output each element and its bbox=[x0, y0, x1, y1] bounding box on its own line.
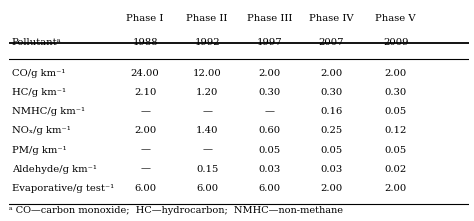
Text: 0.15: 0.15 bbox=[196, 165, 219, 174]
Text: 0.16: 0.16 bbox=[320, 107, 342, 116]
Text: HC/g km⁻¹: HC/g km⁻¹ bbox=[12, 88, 66, 97]
Text: 0.60: 0.60 bbox=[258, 126, 280, 135]
Text: 0.03: 0.03 bbox=[258, 165, 281, 174]
Text: 2.00: 2.00 bbox=[134, 126, 156, 135]
Text: 0.25: 0.25 bbox=[320, 126, 342, 135]
Text: 1.40: 1.40 bbox=[196, 126, 219, 135]
Text: 2.00: 2.00 bbox=[384, 69, 407, 78]
Text: 2007: 2007 bbox=[319, 38, 344, 47]
Text: 2.00: 2.00 bbox=[320, 69, 342, 78]
Text: 1992: 1992 bbox=[194, 38, 220, 47]
Text: 0.30: 0.30 bbox=[384, 88, 407, 97]
Text: Phase IV: Phase IV bbox=[309, 14, 354, 23]
Text: 0.30: 0.30 bbox=[320, 88, 342, 97]
Text: 2009: 2009 bbox=[383, 38, 409, 47]
Text: 6.00: 6.00 bbox=[196, 184, 218, 193]
Text: 2.00: 2.00 bbox=[384, 184, 407, 193]
Text: ᵃ CO—carbon monoxide;  HC—hydrocarbon;  NMHC—non-methane: ᵃ CO—carbon monoxide; HC—hydrocarbon; NM… bbox=[9, 206, 344, 215]
Text: —: — bbox=[140, 165, 150, 174]
Text: CO/g km⁻¹: CO/g km⁻¹ bbox=[12, 69, 65, 78]
Text: Pollutantᵃ: Pollutantᵃ bbox=[12, 38, 61, 47]
Text: Phase I: Phase I bbox=[127, 14, 164, 23]
Text: —: — bbox=[140, 145, 150, 154]
Text: Phase V: Phase V bbox=[375, 14, 416, 23]
Text: 12.00: 12.00 bbox=[193, 69, 221, 78]
Text: 0.05: 0.05 bbox=[320, 145, 342, 154]
Text: 0.12: 0.12 bbox=[384, 126, 407, 135]
Text: 6.00: 6.00 bbox=[258, 184, 280, 193]
Text: 1988: 1988 bbox=[132, 38, 158, 47]
Text: Phase II: Phase II bbox=[186, 14, 228, 23]
Text: —: — bbox=[202, 145, 212, 154]
Text: 0.30: 0.30 bbox=[258, 88, 281, 97]
Text: 0.02: 0.02 bbox=[384, 165, 407, 174]
Text: 6.00: 6.00 bbox=[134, 184, 156, 193]
Text: —: — bbox=[264, 107, 274, 116]
Text: 2.00: 2.00 bbox=[320, 184, 342, 193]
Text: 0.05: 0.05 bbox=[384, 107, 407, 116]
Text: 24.00: 24.00 bbox=[131, 69, 159, 78]
Text: 0.05: 0.05 bbox=[384, 145, 407, 154]
Text: —: — bbox=[202, 107, 212, 116]
Text: Aldehyde/g km⁻¹: Aldehyde/g km⁻¹ bbox=[12, 165, 97, 174]
Text: Evaporative/g test⁻¹: Evaporative/g test⁻¹ bbox=[12, 184, 114, 193]
Text: —: — bbox=[140, 107, 150, 116]
Text: NOₓ/g km⁻¹: NOₓ/g km⁻¹ bbox=[12, 126, 71, 135]
Text: Phase III: Phase III bbox=[246, 14, 292, 23]
Text: 1997: 1997 bbox=[256, 38, 282, 47]
Text: 2.00: 2.00 bbox=[258, 69, 281, 78]
Text: 1.20: 1.20 bbox=[196, 88, 219, 97]
Text: PM/g km⁻¹: PM/g km⁻¹ bbox=[12, 145, 66, 154]
Text: NMHC/g km⁻¹: NMHC/g km⁻¹ bbox=[12, 107, 85, 116]
Text: 2.10: 2.10 bbox=[134, 88, 156, 97]
Text: 0.03: 0.03 bbox=[320, 165, 342, 174]
Text: 0.05: 0.05 bbox=[258, 145, 281, 154]
